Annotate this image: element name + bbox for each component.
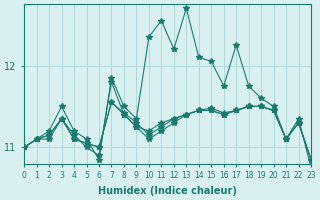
X-axis label: Humidex (Indice chaleur): Humidex (Indice chaleur): [98, 186, 237, 196]
